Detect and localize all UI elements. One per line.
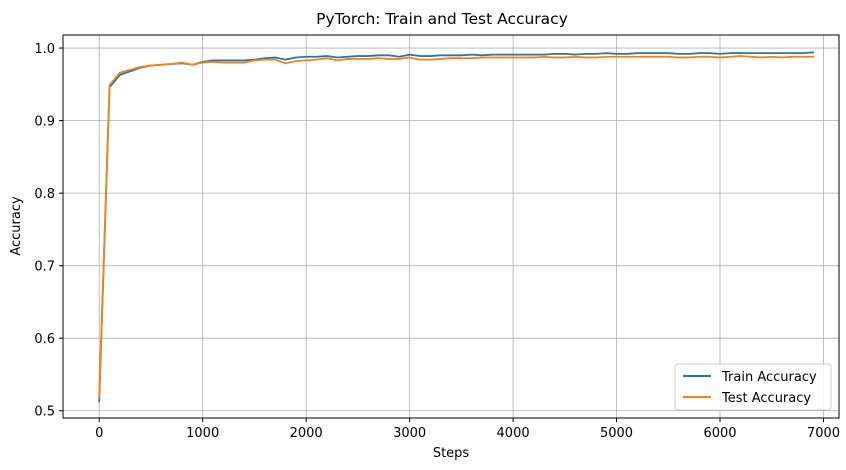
y-tick-label: 0.9: [34, 115, 55, 130]
x-axis-ticks: 0 1000 2000 3000 4000 5000 6000 7000: [95, 418, 840, 441]
chart-title: PyTorch: Train and Test Accuracy: [316, 10, 568, 28]
train-accuracy-line: [98, 51, 815, 403]
y-axis-label: Accuracy: [9, 196, 24, 256]
test-accuracy-line: [98, 55, 815, 398]
legend-box: [674, 363, 832, 411]
y-tick-label: 0.8: [34, 187, 55, 202]
x-tick-label: 2000: [290, 426, 323, 441]
grid: [63, 35, 839, 418]
x-tick-label: 4000: [497, 426, 530, 441]
y-tick-label: 0.5: [34, 405, 55, 420]
legend-label-test: Test Accuracy: [721, 391, 811, 406]
x-tick-label: 3000: [393, 426, 426, 441]
x-tick-label: 7000: [807, 426, 840, 441]
legend-label-train: Train Accuracy: [721, 370, 817, 385]
x-tick-label: 0: [95, 426, 103, 441]
y-axis-ticks: 0.5 0.6 0.7 0.8 0.9 1.0: [34, 42, 63, 420]
plot-series: [98, 51, 815, 403]
x-tick-label: 6000: [703, 426, 736, 441]
x-tick-label: 5000: [600, 426, 633, 441]
y-tick-label: 0.6: [34, 332, 55, 347]
y-tick-label: 1.0: [34, 42, 55, 57]
x-tick-label: 1000: [186, 426, 219, 441]
legend: Train Accuracy Test Accuracy: [674, 363, 832, 411]
x-axis-label: Steps: [433, 446, 470, 461]
y-tick-label: 0.7: [34, 260, 55, 275]
plot-frame: [62, 34, 840, 419]
